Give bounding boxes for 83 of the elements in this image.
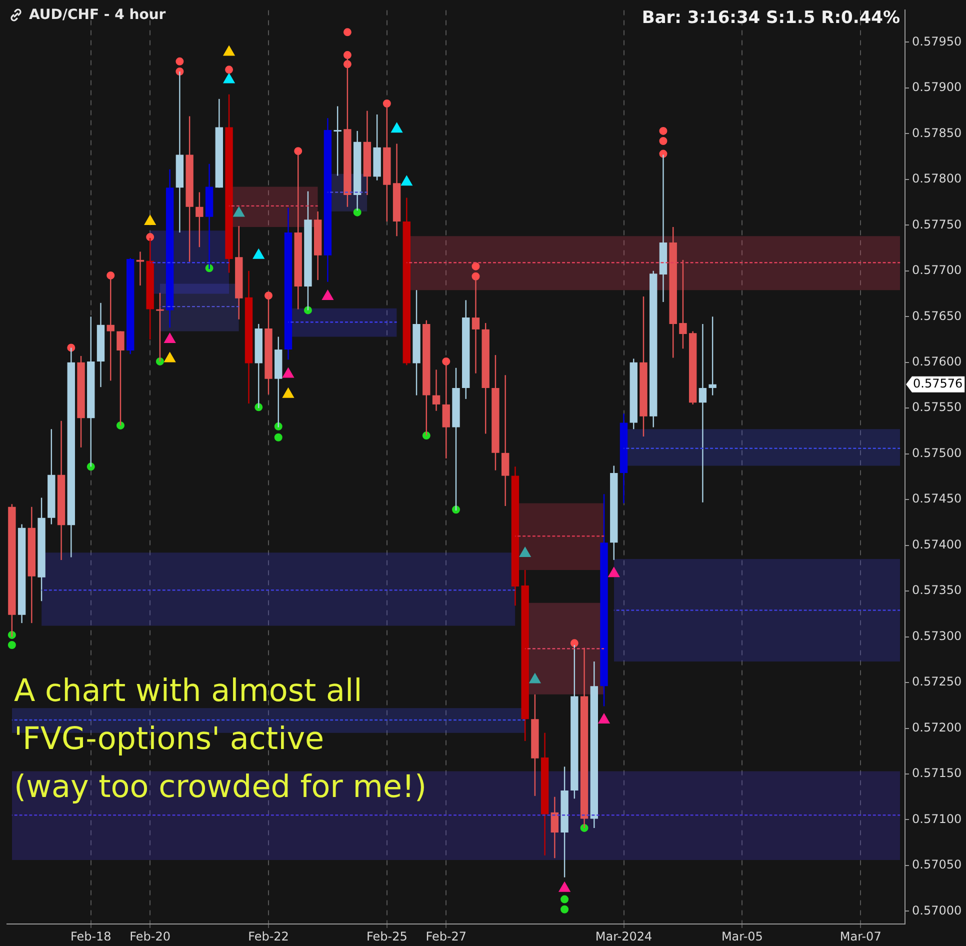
point bbox=[274, 433, 282, 442]
annotation: 'FVG-options' active bbox=[14, 721, 324, 757]
point bbox=[608, 567, 620, 578]
y-tick-label: 0.57950 bbox=[912, 34, 962, 48]
candlestick bbox=[196, 192, 204, 248]
y-tick-label: 0.57250 bbox=[912, 674, 962, 689]
candlestick bbox=[550, 796, 559, 859]
annotation: A chart with almost all bbox=[14, 673, 362, 709]
y-tick-label: 0.57000 bbox=[912, 903, 962, 918]
point bbox=[176, 57, 184, 66]
point bbox=[598, 714, 610, 724]
point bbox=[442, 357, 450, 366]
candlestick bbox=[698, 323, 707, 503]
point bbox=[233, 206, 245, 217]
point bbox=[8, 641, 16, 650]
point bbox=[343, 28, 352, 36]
point bbox=[106, 271, 115, 280]
point bbox=[659, 137, 668, 146]
annotation: Bar: 3:16:34 S:1.5 R:0.44% bbox=[642, 8, 900, 28]
y-tick-label: 0.57350 bbox=[912, 583, 962, 598]
y-tick-label: 0.57150 bbox=[912, 766, 962, 780]
candlestick bbox=[708, 316, 716, 396]
y-tick-label: 0.57900 bbox=[912, 80, 962, 94]
point bbox=[382, 100, 391, 108]
point bbox=[304, 306, 312, 314]
point bbox=[67, 344, 76, 352]
x-tick-label: Mar-05 bbox=[721, 929, 763, 944]
y-tick-label: 0.57800 bbox=[912, 172, 962, 186]
point bbox=[223, 73, 235, 84]
chart-title: AUD/CHF - 4 hour bbox=[29, 7, 166, 23]
point bbox=[322, 290, 334, 300]
text: 0.57576 bbox=[913, 376, 963, 390]
y-tick-label: 0.57050 bbox=[912, 858, 962, 872]
point bbox=[116, 421, 124, 430]
point bbox=[282, 388, 294, 398]
point bbox=[294, 147, 302, 156]
point bbox=[146, 233, 154, 242]
y-tick-label: 0.57650 bbox=[912, 308, 962, 323]
point bbox=[560, 895, 569, 904]
candlestick bbox=[432, 369, 440, 412]
point bbox=[422, 432, 430, 440]
y-tick-label: 0.57700 bbox=[912, 263, 962, 278]
point bbox=[353, 208, 362, 216]
y-tick-label: 0.57850 bbox=[912, 126, 962, 140]
x-tick-label: Feb-25 bbox=[366, 929, 408, 944]
x-tick-label: Feb-18 bbox=[70, 929, 112, 944]
candlestick bbox=[334, 106, 342, 176]
y-tick-label: 0.57550 bbox=[912, 400, 962, 414]
point bbox=[164, 333, 176, 343]
x-tick-label: Feb-20 bbox=[130, 929, 171, 944]
point bbox=[156, 357, 164, 366]
point bbox=[400, 176, 412, 186]
point bbox=[225, 66, 234, 74]
candlestick bbox=[679, 259, 687, 350]
point bbox=[223, 46, 235, 56]
point bbox=[659, 126, 668, 135]
candlestick bbox=[501, 374, 510, 507]
point bbox=[282, 368, 294, 378]
point bbox=[391, 122, 402, 133]
x-tick-label: Feb-22 bbox=[248, 929, 289, 944]
point bbox=[558, 882, 570, 892]
y-tick-label: 0.57500 bbox=[912, 446, 962, 460]
annotation: (way too crowded for me!) bbox=[14, 769, 427, 805]
x-tick-label: Mar-07 bbox=[840, 929, 882, 944]
y-tick-label: 0.57750 bbox=[912, 217, 962, 232]
y-tick-label: 0.57400 bbox=[912, 537, 962, 552]
y-tick-label: 0.57300 bbox=[912, 628, 962, 643]
y-tick-label: 0.57600 bbox=[912, 354, 962, 368]
y-tick-label: 0.57450 bbox=[912, 492, 962, 506]
point bbox=[343, 51, 352, 60]
x-tick-label: Mar-2024 bbox=[595, 929, 652, 944]
y-tick-label: 0.57200 bbox=[912, 720, 962, 734]
point bbox=[164, 352, 176, 362]
point bbox=[252, 248, 264, 259]
point bbox=[560, 905, 569, 914]
point bbox=[570, 639, 578, 648]
point bbox=[144, 215, 156, 225]
point bbox=[86, 462, 95, 471]
point bbox=[519, 547, 531, 558]
point bbox=[472, 262, 480, 270]
y-tick-label: 0.57100 bbox=[912, 812, 962, 826]
point bbox=[529, 673, 541, 684]
x-tick-label: Feb-27 bbox=[426, 929, 467, 944]
